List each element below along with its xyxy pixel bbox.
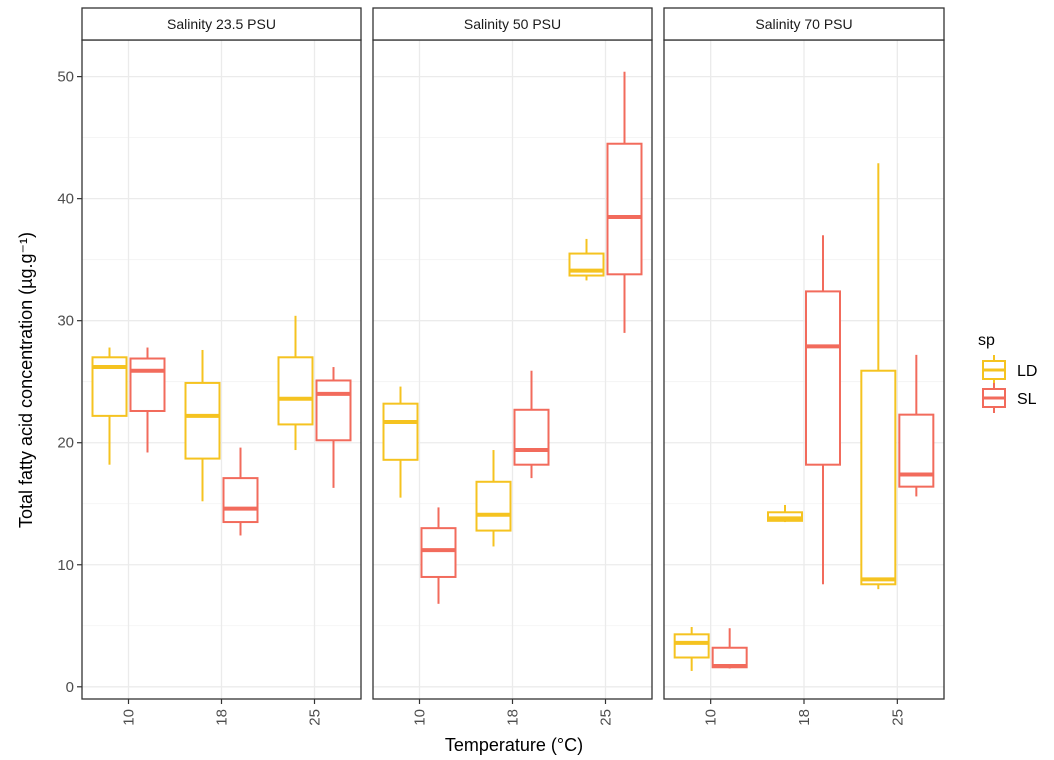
y-tick-label: 0	[66, 679, 74, 696]
legend: sp LD SL	[978, 332, 1037, 413]
boxplot-LD-25	[860, 163, 897, 590]
facet-strip-label: Salinity 70 PSU	[755, 16, 852, 32]
boxplot-SL-10	[129, 347, 166, 453]
boxplot-SL-18	[513, 370, 550, 479]
y-tick-label: 50	[57, 69, 74, 86]
y-tick-label: 20	[57, 435, 74, 452]
legend-key-SL: SL	[982, 383, 1037, 413]
legend-label: LD	[1017, 363, 1037, 380]
box-iqr	[673, 633, 710, 659]
x-tick-label: 18	[796, 709, 813, 726]
box-iqr	[513, 408, 550, 466]
box-iqr	[129, 357, 166, 412]
y-tick-label: 30	[57, 313, 74, 330]
boxplot-LD-10	[673, 626, 710, 671]
box-iqr	[222, 477, 259, 524]
box-iqr	[184, 381, 221, 460]
facet-panel: Salinity 50 PSU 10 18 25	[372, 7, 653, 726]
box-iqr	[420, 527, 457, 578]
panels-group: Salinity 23.5 PSU 10 18 25 Salinity 50 PSU 10…	[81, 7, 945, 726]
boxplot-LD-25	[568, 238, 605, 281]
x-tick-label: 18	[214, 709, 231, 726]
boxplot-LD-10	[91, 347, 128, 465]
facet-panel: Salinity 70 PSU 10 18 25	[663, 7, 945, 726]
box-iqr	[805, 290, 841, 466]
facet-strip	[372, 7, 653, 41]
facet-panel: Salinity 23.5 PSU 10 18 25	[81, 7, 362, 726]
x-tick-label: 10	[703, 709, 720, 726]
boxplot-LD-18	[767, 504, 803, 523]
box-iqr	[475, 480, 512, 532]
x-axis-title: Temperature (°C)	[445, 735, 583, 755]
box-iqr	[606, 142, 643, 276]
y-axis-title: Total fatty acid concentration (µg.g⁻¹)	[16, 232, 36, 528]
facet-strip	[81, 7, 362, 41]
boxplot-SL-25	[315, 367, 352, 488]
legend-label: SL	[1017, 391, 1037, 408]
facet-strip-label: Salinity 50 PSU	[464, 16, 561, 32]
x-tick-label: 25	[598, 709, 615, 726]
boxplot-LD-25	[277, 315, 314, 451]
x-tick-label: 25	[889, 709, 906, 726]
boxplot-SL-25	[898, 354, 935, 497]
legend-title: sp	[978, 332, 995, 349]
box-iqr	[382, 402, 419, 461]
boxplot-SL-10	[420, 507, 457, 604]
y-tick-label: 40	[57, 191, 74, 208]
y-tick-label: 10	[57, 557, 74, 574]
x-tick-label: 10	[121, 709, 138, 726]
box-iqr	[860, 369, 897, 586]
legend-key-LD: LD	[982, 355, 1037, 385]
boxplot-LD-18	[184, 349, 221, 502]
facet-strip-label: Salinity 23.5 PSU	[167, 16, 276, 32]
boxplot-SL-18	[222, 447, 259, 536]
x-tick-label: 18	[505, 709, 522, 726]
boxplot-SL-10	[711, 628, 748, 669]
box-iqr	[315, 379, 352, 442]
x-tick-label: 10	[412, 709, 429, 726]
boxplot-SL-18	[805, 235, 841, 585]
boxplot-LD-10	[382, 386, 419, 498]
box-iqr	[277, 356, 314, 426]
boxplot-SL-25	[606, 71, 643, 333]
y-axis: 0 10 20 30 40 50	[57, 69, 82, 696]
x-tick-label: 25	[307, 709, 324, 726]
facet-strip	[663, 7, 945, 41]
boxplot-LD-18	[475, 450, 512, 547]
